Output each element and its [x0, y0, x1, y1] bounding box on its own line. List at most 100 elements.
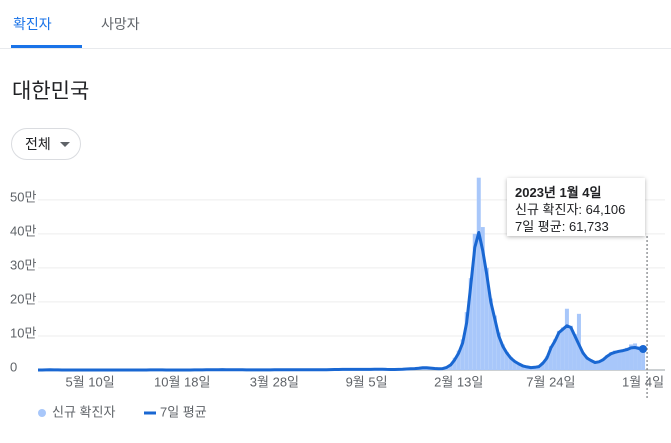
bar: [416, 368, 421, 370]
x-tick-label: 10월 18일: [154, 374, 210, 389]
y-tick-label: 0: [10, 359, 17, 374]
bar: [600, 358, 605, 370]
bar: [472, 233, 477, 370]
tab-cases[interactable]: 확진자: [13, 16, 52, 32]
bar: [484, 267, 489, 370]
bar: [588, 359, 593, 370]
bar: [392, 369, 397, 370]
x-tick-label: 7월 24일: [526, 374, 575, 389]
bar: [340, 369, 345, 370]
bar: [508, 357, 513, 370]
bar: [520, 365, 525, 370]
bar: [468, 278, 473, 370]
bar: [637, 346, 642, 370]
hover-point: [639, 344, 648, 353]
bar: [512, 361, 517, 370]
bar: [560, 327, 565, 370]
tooltip: 2023년 1월 4일 신규 확진자: 64,106 7일 평균: 61,733: [507, 178, 645, 236]
legend-label: 신규 확진자: [52, 404, 115, 419]
divider: [0, 48, 671, 49]
bar: [376, 369, 381, 370]
tooltip-line: 신규 확진자: 64,106: [515, 202, 626, 217]
y-tick-label: 10만: [10, 325, 36, 340]
heading: 대한민국: [12, 80, 90, 103]
bar: [420, 367, 425, 370]
bar: [629, 344, 634, 370]
bar: [536, 366, 541, 370]
bar: [604, 355, 609, 370]
bar: [380, 369, 385, 370]
bar: [352, 369, 357, 370]
bar: [432, 368, 437, 370]
bar: [480, 227, 485, 370]
bar: [488, 298, 493, 370]
bar: [516, 363, 521, 370]
bar: [456, 350, 461, 370]
x-tick-label: 1월 4일: [622, 374, 664, 389]
bar: [372, 369, 377, 370]
bar: [344, 369, 349, 370]
bar: [384, 369, 389, 370]
tooltip-line: 7일 평균: 61,733: [515, 219, 609, 234]
filter-label: 전체: [25, 136, 51, 152]
average-line: [38, 231, 644, 372]
bar: [412, 368, 417, 370]
bar: [396, 369, 401, 370]
bar: [364, 369, 369, 370]
bar: [592, 362, 597, 370]
bar: [452, 357, 457, 370]
tab-deaths[interactable]: 사망자: [101, 16, 140, 32]
bar: [580, 352, 585, 370]
bar: [448, 364, 453, 370]
legend-swatch: [38, 409, 46, 417]
bar: [572, 334, 577, 370]
bar: [348, 369, 353, 370]
dropdown-arrow: [60, 142, 70, 147]
bar: [625, 347, 630, 370]
bar: [440, 368, 445, 370]
tooltip-date: 2023년 1월 4일: [515, 185, 602, 200]
y-tick-label: 50만: [10, 189, 36, 204]
y-tick-label: 30만: [10, 257, 36, 272]
bar: [621, 349, 626, 370]
bar: [584, 357, 589, 370]
bar: [532, 367, 537, 370]
bar: [408, 368, 413, 370]
x-tick-label: 3월 28일: [250, 374, 299, 389]
bar: [444, 367, 449, 370]
bar: [504, 351, 509, 370]
tab-indicator: [11, 45, 82, 48]
y-tick-label: 40만: [10, 223, 36, 238]
y-tick-label: 20만: [10, 291, 36, 306]
bar: [492, 315, 497, 370]
bar: [496, 332, 501, 370]
bar: [424, 367, 429, 370]
bar: [476, 177, 481, 370]
bar: [336, 369, 341, 370]
bar: [360, 369, 365, 370]
bar: [368, 369, 373, 370]
bar: [544, 356, 549, 370]
bar: [548, 346, 553, 370]
bar: [500, 344, 505, 370]
filter-dropdown[interactable]: 전체: [11, 128, 81, 160]
bar: [428, 368, 433, 370]
x-tick-label: 9월 5일: [346, 374, 388, 389]
bar: [552, 339, 557, 370]
bar: [568, 325, 573, 370]
bar: [460, 339, 465, 370]
bar: [613, 350, 618, 370]
bar: [576, 313, 581, 370]
bar: [609, 352, 614, 370]
bar: [528, 367, 533, 370]
bar: [524, 366, 529, 370]
bar: [564, 308, 569, 370]
bar: [356, 369, 361, 370]
bar: [641, 348, 646, 370]
x-tick-label: 2월 13일: [434, 374, 483, 389]
x-tick-label: 5월 10일: [65, 374, 114, 389]
bar: [464, 312, 469, 370]
bar: [436, 368, 441, 370]
bar: [400, 369, 405, 370]
